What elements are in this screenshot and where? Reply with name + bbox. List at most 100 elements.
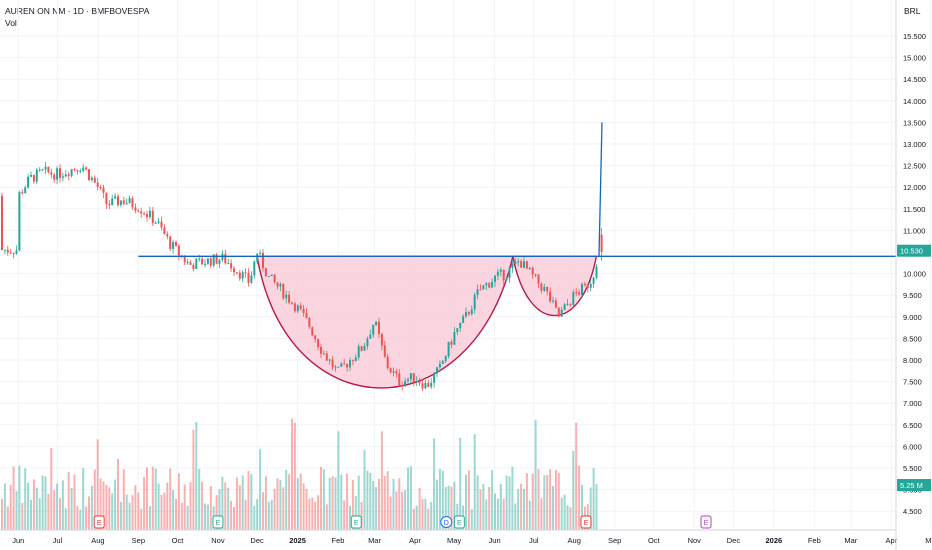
volume-bar [572,450,575,530]
candle-body [600,234,603,252]
candle-body [378,321,380,334]
volume-bar [15,491,18,530]
x-tick-label: Oct [648,536,661,545]
candle-body [160,221,163,228]
volume-bar [476,475,479,530]
volume-bar [557,472,560,530]
volume-bar [259,449,262,530]
y-tick-label: 13.500 [903,118,926,127]
candle-body [583,284,586,286]
candle-body [308,317,311,328]
candle-body [430,382,433,387]
candle-body [1,195,3,250]
candle-body [566,304,569,306]
candle-body [175,242,177,246]
y-tick-label: 14.500 [903,75,926,84]
candle-body [354,357,357,361]
volume-bar [238,485,241,530]
volume-bar [366,470,369,530]
volume-bar [302,483,305,530]
volume-bar [96,439,99,530]
candle-body [35,169,38,182]
candle-body [444,356,447,362]
volume-bar [262,492,264,530]
candle-body [592,277,595,284]
earnings-marker [350,515,362,529]
volume-bar [285,469,288,530]
volume-bar [375,487,378,530]
candle-body [395,371,398,374]
volume-bar [9,484,12,530]
volume-bar [288,474,291,530]
volume-bar [293,422,296,530]
volume-bar [30,499,32,530]
volume-bar [369,472,372,530]
volume-bar [314,502,317,530]
candle-body [241,272,244,279]
volume-bar [186,505,189,530]
volume-indicator-label[interactable]: Vol [5,18,17,28]
volume-bar [566,505,569,530]
volume-bar [3,483,6,530]
volume-bar [395,491,398,530]
candle-body [375,321,378,326]
event-marker-label: E [354,520,359,527]
volume-bar [433,438,436,530]
candle-body [131,198,134,208]
x-tick-label: Sep [132,536,145,545]
volume-bar [247,470,250,530]
earnings-marker [453,515,465,529]
candle-body [595,266,598,278]
x-tick-label: Ma [925,536,932,545]
volume-bar [56,483,59,530]
candle-body [450,341,453,345]
volume-bar [412,508,415,530]
candle-body [6,249,9,253]
candle-body [438,363,441,368]
cup-and-handle-pattern[interactable] [256,255,598,389]
candle-body [117,196,119,206]
volume-bar [119,501,122,530]
volume-bar [389,496,392,530]
volume-bar [337,431,340,530]
candle-body [465,312,467,317]
candle-body [114,196,117,199]
candle-body [30,174,32,177]
volume-bar [172,490,175,530]
event-marker-label: E [457,520,462,527]
volume-bar [482,484,485,530]
volume-bar [378,478,380,530]
volume-bar [459,437,462,530]
drawn-lines[interactable] [138,122,896,257]
candle-body [125,203,128,205]
volume-bar [343,500,346,530]
candle-body [189,262,192,265]
volume-bar [102,481,105,530]
volume-bar [233,506,235,530]
volume-bar [183,484,186,530]
volume-bar [163,492,166,530]
currency-label[interactable]: BRL [904,6,921,16]
volume-bar [175,499,177,530]
x-tick-label: Sep [608,536,621,545]
volume-bar [1,499,3,530]
candle-body [537,274,540,284]
volume-bar [311,497,314,530]
y-tick-label: 15.000 [903,54,926,63]
candle-body [528,267,531,269]
candle-body [282,283,285,299]
volume-bar [328,477,331,530]
dividend-marker [440,516,453,528]
candle-body [514,261,517,264]
candle-body [56,168,59,180]
candle-body [166,233,169,237]
volume-bar [409,466,412,530]
volume-bar [204,503,206,530]
volume-bar [392,478,395,530]
candle-body [392,371,395,373]
x-tick-label: Feb [808,536,821,545]
candle-body [470,309,473,315]
